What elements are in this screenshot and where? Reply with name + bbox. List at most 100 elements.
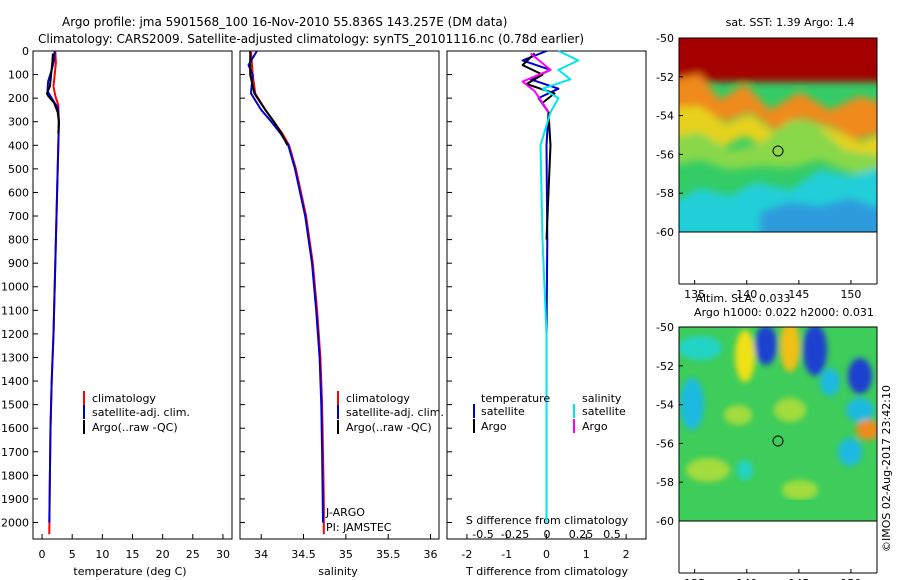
series-line-t-argo <box>521 52 556 240</box>
x-tick-label: 25 <box>186 548 200 561</box>
depth-tick-label: 900 <box>8 257 29 270</box>
temperature-x-axis: 0 5 10 15 20 25 30 <box>39 534 230 561</box>
lon-tick-label: 140 <box>736 577 757 580</box>
lat-tick-label: -52 <box>656 71 674 84</box>
depth-tick-label: 0 <box>22 45 29 58</box>
sla-map-title-1: Altim. SLA: 0.033 <box>695 292 790 305</box>
sst-warm-band <box>679 38 877 82</box>
imos-watermark: ©IMOS 02-Aug-2017 23:42:10 <box>880 385 893 552</box>
x-tick-label: 20 <box>156 548 170 561</box>
sst-map-frame <box>678 37 878 233</box>
annotation-j-argo: J-ARGO <box>325 506 365 519</box>
legend-label-s-argo: Argo <box>582 420 608 433</box>
x-tick-label: 34.5 <box>291 548 316 561</box>
sla-blob <box>686 458 730 482</box>
depth-tick-label: 600 <box>8 186 29 199</box>
sst-argo-marker <box>772 145 784 157</box>
temperature-series <box>45 50 60 535</box>
legend-label-climatology: climatology <box>346 392 410 405</box>
lat-tick-label: -60 <box>656 515 674 528</box>
temperature-axis-label: temperature (deg C) <box>73 565 186 578</box>
depth-tick-label: 300 <box>8 116 29 129</box>
lat-tick-label: -58 <box>656 187 674 200</box>
lat-tick-label: -54 <box>656 110 674 123</box>
x-tick-label: 0 <box>543 548 550 561</box>
lat-tick-label: -56 <box>656 437 674 450</box>
lon-tick-label: 145 <box>788 577 809 580</box>
x-tick-label: 34 <box>254 548 268 561</box>
series-line-t-satellite <box>521 50 560 523</box>
lat-tick-label: -60 <box>656 226 674 239</box>
sst-cold-blue <box>760 198 877 232</box>
salinity-axis-label: salinity <box>318 565 358 578</box>
x-tick-label: 2 <box>623 548 630 561</box>
x-tick-label: -2 <box>461 548 472 561</box>
depth-tick-label: 200 <box>8 92 29 105</box>
series-line-s-satellite <box>539 50 580 523</box>
legend-title-salinity: salinity <box>582 392 622 405</box>
legend-label-satellite: satellite-adj. clim. <box>92 406 190 419</box>
x-tick-label: 35.5 <box>376 548 401 561</box>
lon-tick-label: 150 <box>840 288 861 301</box>
x-tick-label: 1 <box>583 548 590 561</box>
sla-map-axes: -50 -52 -54 -56 -58 -60 135 140 145 150 <box>656 321 878 580</box>
s-tick-0: 0 <box>544 528 551 541</box>
s-tick-m025: -0.25 <box>501 528 529 541</box>
sst-heatmap <box>679 38 877 232</box>
sla-blob <box>680 378 704 430</box>
salinity-legend: climatology satellite-adj. clim. Argo(..… <box>325 391 444 534</box>
sla-blob <box>735 330 755 382</box>
depth-tick-label: 500 <box>8 163 29 176</box>
sla-blob <box>838 438 862 466</box>
x-tick-label: 15 <box>126 548 140 561</box>
depth-tick-label: 400 <box>8 139 29 152</box>
annotation-pi: PI: JAMSTEC <box>326 521 392 534</box>
salinity-series <box>247 50 325 535</box>
sla-heatmap <box>679 327 877 521</box>
sst-green-light <box>679 120 877 177</box>
sla-map-frame <box>678 326 878 522</box>
x-tick-label: 30 <box>216 548 230 561</box>
x-tick-label: 36 <box>424 548 438 561</box>
series-line-climatology <box>250 50 325 535</box>
depth-tick-label: 100 <box>8 69 29 82</box>
x-tick-label: 10 <box>95 548 109 561</box>
lat-tick-label: -54 <box>656 399 674 412</box>
temperature-legend: climatology satellite-adj. clim. Argo(..… <box>83 391 190 434</box>
x-tick-label: 35 <box>339 548 353 561</box>
sla-map-title-2: Argo h1000: 0.022 h2000: 0.031 <box>694 306 874 319</box>
sla-blob <box>755 327 777 365</box>
depth-tick-label: 1000 <box>1 281 29 294</box>
legend-label-argo: Argo(..raw -QC) <box>346 421 432 434</box>
sst-map-title: sat. SST: 1.39 Argo: 1.4 <box>726 16 855 29</box>
temperature-panel-frame <box>32 50 233 540</box>
depth-tick-label: 1800 <box>1 469 29 482</box>
legend-label-t-argo: Argo <box>481 420 507 433</box>
sst-map-axes: -50 -52 -54 -56 -58 -60 135 140 145 150 <box>656 32 878 301</box>
s-tick-p050: 0.5 <box>603 528 621 541</box>
legend-title-temperature: temperature <box>481 392 550 405</box>
salinity-panel-frame <box>239 50 440 540</box>
lon-tick-label: 135 <box>684 577 705 580</box>
series-line-argo-raw-qc- <box>45 53 60 134</box>
lon-tick-label: 145 <box>788 288 809 301</box>
depth-tick-label: 1300 <box>1 351 29 364</box>
salinity-x-axis: 34 34.5 35 35.5 36 <box>254 534 438 561</box>
sla-blob <box>848 358 872 394</box>
legend-label-argo: Argo(..raw -QC) <box>92 421 178 434</box>
depth-axis: 0 100 200 300 400 500 600 700 800 900 1000 1100 1200… <box>1 45 452 529</box>
sla-blob <box>846 398 874 422</box>
t-difference-axis-label: T difference from climatology <box>465 565 628 578</box>
difference-series <box>521 50 580 523</box>
x-tick-label: 0 <box>39 548 46 561</box>
legend-label-t-satellite: satellite <box>481 405 525 418</box>
difference-x-axis: -2 -1 0 1 2 <box>461 534 630 561</box>
sla-blob <box>820 368 840 396</box>
depth-tick-label: 800 <box>8 234 29 247</box>
sla-blob <box>780 327 800 372</box>
difference-legend: temperature satellite Argo salinity sate… <box>473 392 626 433</box>
lat-tick-label: -50 <box>656 32 674 45</box>
depth-tick-label: 1200 <box>1 328 29 341</box>
legend-label-s-satellite: satellite <box>582 405 626 418</box>
lon-tick-label: 135 <box>684 288 705 301</box>
